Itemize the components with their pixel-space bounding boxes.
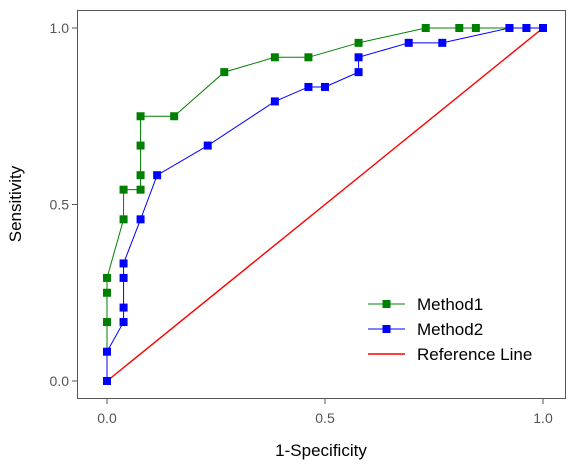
legend-item-method2: Method2 (368, 320, 483, 339)
data-point-method2 (119, 259, 128, 268)
data-point-method1 (136, 141, 145, 150)
data-point-method1 (455, 24, 464, 32)
data-point-method1 (170, 112, 179, 121)
x-axis-title: 1-Specificity (275, 441, 367, 460)
series-method2 (103, 24, 547, 385)
legend-item-method1: Method1 (368, 295, 483, 314)
data-point-method1 (471, 24, 480, 32)
data-point-method2 (354, 53, 363, 62)
data-point-method2 (103, 377, 111, 385)
data-point-method2 (404, 38, 413, 47)
data-point-method1 (136, 112, 145, 121)
data-point-method2 (203, 141, 212, 150)
legend: Method1 Method2 Reference Line (368, 295, 532, 364)
data-point-method2 (505, 24, 514, 32)
data-point-method2 (522, 24, 531, 32)
legend-label-method2: Method2 (417, 320, 483, 339)
x-tick-label: 1.0 (533, 410, 553, 426)
x-tick-label: 0.0 (97, 410, 117, 426)
data-point-method1 (220, 68, 229, 77)
legend-marker-method1 (382, 300, 391, 308)
data-point-method2 (103, 347, 111, 356)
legend-label-method1: Method1 (417, 295, 483, 314)
data-point-method2 (136, 215, 145, 224)
data-point-method1 (136, 185, 145, 194)
data-point-method2 (304, 82, 313, 91)
data-point-method2 (119, 273, 128, 282)
data-point-method1 (136, 171, 145, 180)
y-tick-label: 1.0 (50, 20, 70, 36)
y-axis-title: Sensitivity (6, 165, 25, 242)
series-layer (103, 24, 547, 385)
data-point-method2 (438, 38, 447, 47)
data-point-method2 (539, 24, 547, 32)
legend-label-reference-line: Reference Line (417, 345, 532, 364)
data-point-method1 (270, 53, 279, 62)
data-point-method1 (421, 24, 430, 32)
data-point-method1 (103, 288, 111, 297)
y-tick-label: 0.0 (50, 373, 70, 389)
data-point-method1 (119, 185, 128, 194)
axis-ticks: 0.0 0.5 1.0 0.0 0.5 1.0 (50, 20, 553, 426)
legend-marker-method2 (382, 325, 391, 333)
series-reference-line (106, 27, 544, 382)
data-point-method2 (153, 171, 162, 180)
data-point-method1 (354, 38, 363, 47)
x-tick-label: 0.5 (315, 410, 335, 426)
y-tick-label: 0.5 (50, 197, 70, 213)
data-point-method2 (270, 97, 279, 106)
data-point-method1 (304, 53, 313, 62)
data-point-method2 (321, 82, 329, 91)
data-point-method2 (119, 303, 128, 312)
data-point-method2 (119, 318, 128, 327)
legend-item-reference-line: Reference Line (368, 345, 532, 364)
series-line-reference-line (106, 27, 544, 382)
data-point-method1 (103, 318, 111, 327)
data-point-method1 (103, 273, 111, 282)
data-point-method2 (354, 68, 363, 77)
data-point-method1 (119, 215, 128, 224)
